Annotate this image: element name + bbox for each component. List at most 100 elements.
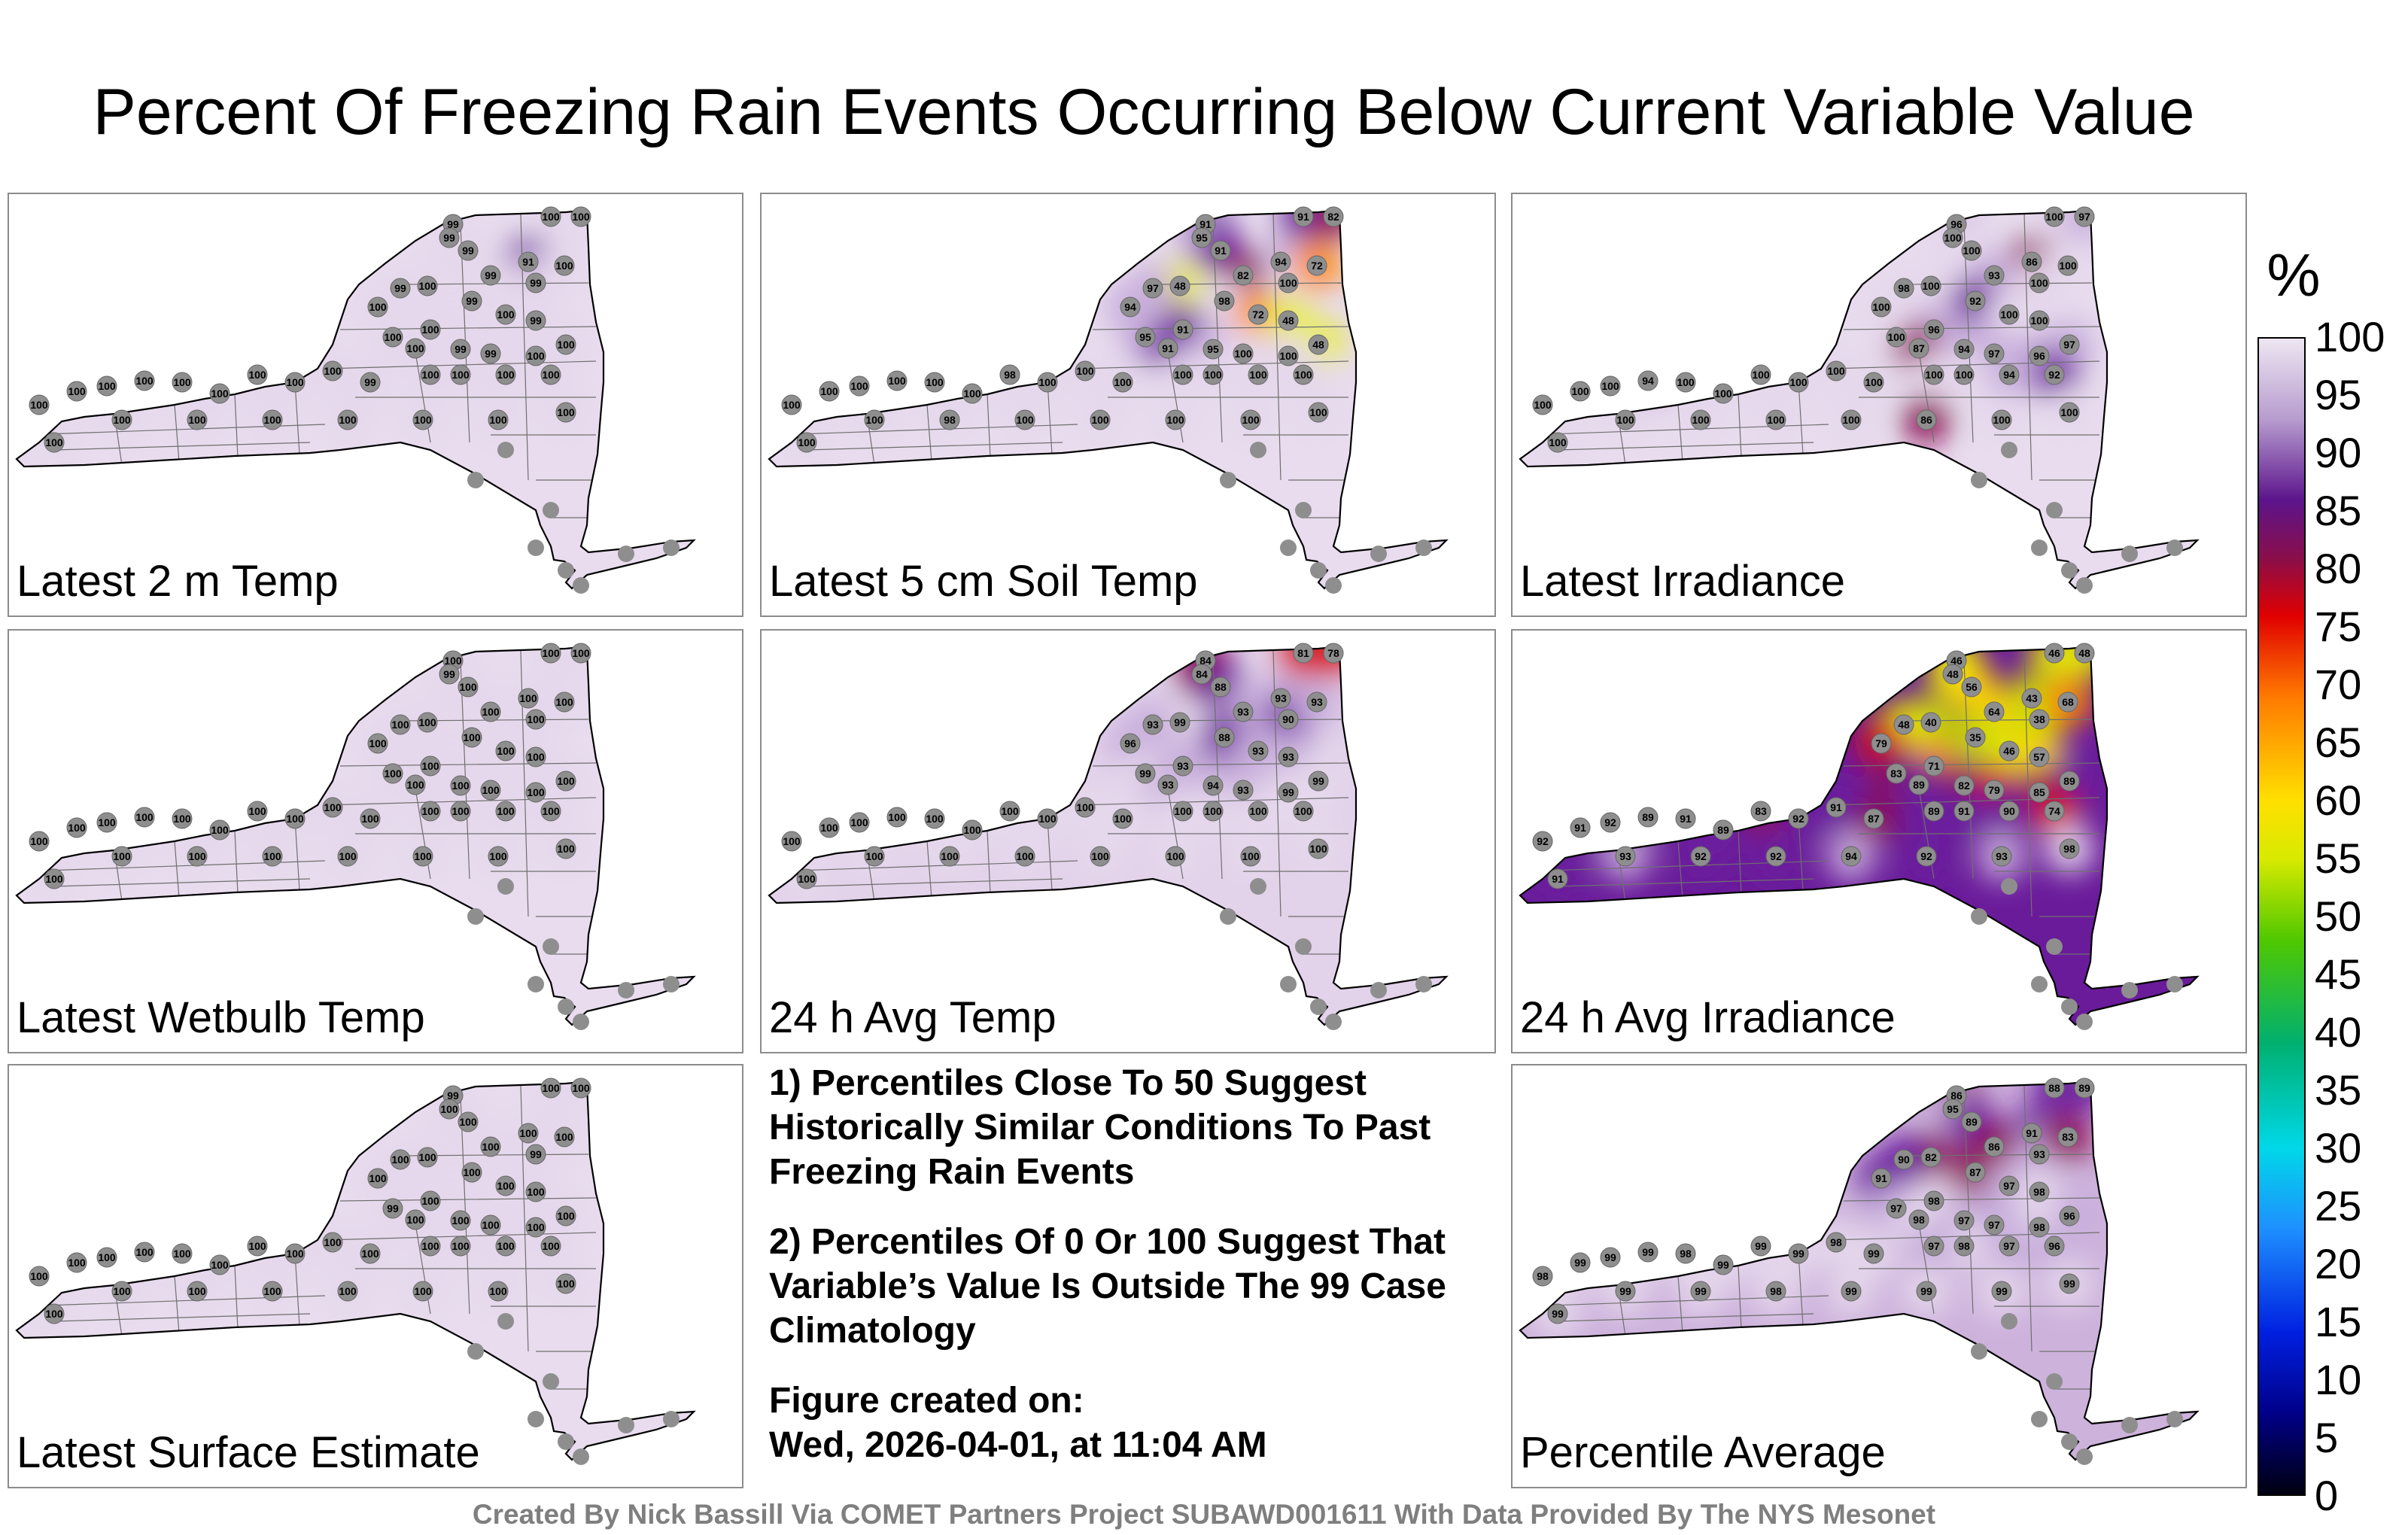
- station-value: 100: [361, 1248, 379, 1260]
- station-marker: 100: [66, 817, 87, 838]
- station-marker: 93: [2029, 1144, 2050, 1165]
- station-value: 100: [489, 1285, 507, 1297]
- station-value: 98: [1004, 369, 1016, 381]
- station-value: 100: [286, 376, 304, 388]
- station-marker: 100: [1765, 409, 1786, 430]
- colorbar-tick-label: 95: [2315, 371, 2362, 418]
- station-value: 86: [1950, 1090, 1963, 1102]
- station-value: 99: [485, 269, 497, 281]
- station-marker: 100: [1248, 801, 1269, 822]
- station-marker-dot: [618, 1417, 634, 1433]
- station-marker: 100: [1863, 372, 1884, 393]
- station-value: 95: [1196, 232, 1208, 244]
- station-marker-dot: [497, 878, 514, 895]
- station-value: 100: [572, 1082, 590, 1094]
- station-marker: 100: [1112, 372, 1133, 393]
- station-marker: 100: [461, 1162, 482, 1183]
- station-value: 97: [2063, 339, 2075, 351]
- station-marker-dot: [2076, 577, 2093, 594]
- station-marker: 100: [412, 846, 433, 867]
- station-marker-dot: [2046, 1373, 2063, 1390]
- station-marker: 100: [480, 1214, 501, 1236]
- station-value: 100: [1076, 365, 1094, 377]
- station-marker-dot: [1310, 562, 1327, 579]
- station-marker: 91: [1675, 808, 1696, 829]
- station-marker: 100: [284, 1243, 306, 1264]
- station-value: 100: [45, 1308, 63, 1320]
- station-marker: 100: [284, 808, 306, 829]
- colorbar-tick-label: 85: [2315, 487, 2362, 534]
- station-value: 99: [443, 668, 455, 680]
- station-marker: 57: [2029, 746, 2050, 768]
- station-value: 100: [463, 731, 481, 743]
- colorbar-tick-label: 75: [2315, 603, 2362, 650]
- station-marker: 100: [172, 372, 193, 393]
- station-value: 72: [1252, 309, 1264, 321]
- station-value: 97: [1147, 282, 1159, 294]
- station-value: 90: [1898, 1154, 1910, 1166]
- station-marker: 100: [1615, 409, 1636, 430]
- station-marker: 93: [1157, 774, 1178, 795]
- station-value: 95: [1947, 1103, 1959, 1115]
- station-value: 46: [2003, 745, 2015, 757]
- station-marker-dot: [558, 1433, 574, 1450]
- station-value: 100: [1925, 369, 1943, 381]
- station-marker-dot: [1280, 540, 1297, 556]
- station-marker: 100: [1075, 360, 1096, 381]
- station-value: 93: [1988, 269, 2000, 281]
- station-marker: 82: [1323, 206, 1344, 227]
- station-value: 100: [1242, 850, 1260, 862]
- station-marker: 84: [1191, 664, 1212, 685]
- station-marker: 92: [1690, 846, 1711, 867]
- station-value: 99: [1574, 1257, 1586, 1269]
- station-marker-dot: [528, 1411, 544, 1427]
- station-marker: 92: [1532, 831, 1553, 852]
- station-marker: 88: [1210, 676, 1231, 698]
- map-panel-surface-estimate: 100 100 99 100 100 100 100 99 100 100 100 100 100 100…: [8, 1064, 743, 1488]
- station-marker: 100: [390, 1149, 411, 1170]
- station-marker: 97: [2059, 334, 2080, 355]
- station-value: 43: [2026, 692, 2038, 704]
- station-marker: 99: [480, 343, 501, 364]
- station-marker: 99: [1788, 1243, 1809, 1264]
- station-value: 46: [1950, 655, 1963, 667]
- figure-created-label: Figure created on:: [769, 1381, 1084, 1421]
- station-marker: 100: [450, 775, 471, 796]
- station-value: 100: [30, 835, 48, 847]
- station-marker: 100: [450, 1236, 471, 1257]
- station-marker: 100: [999, 801, 1020, 822]
- station-value: 100: [1872, 301, 1890, 313]
- station-value: 98: [1830, 1236, 1842, 1248]
- station-value: 95: [1207, 343, 1219, 355]
- station-marker: 91: [1172, 319, 1193, 340]
- station-value: 98: [1928, 1195, 1940, 1207]
- station-value: 98: [2063, 843, 2075, 855]
- station-marker-dot: [528, 540, 544, 556]
- map-panel-soil-temp: 91 82 91 95 91 94 82 100 72 48 97 94 98 72 48 48 91 95 91 9…: [760, 193, 1496, 617]
- station-value: 100: [369, 301, 387, 313]
- station-value: 99: [485, 348, 497, 360]
- station-marker: 100: [480, 1136, 501, 1157]
- station-marker: 100: [1999, 304, 2020, 325]
- station-marker: 100: [1826, 360, 1847, 381]
- station-marker: 100: [480, 701, 501, 722]
- station-value: 100: [248, 1240, 266, 1252]
- station-marker: 100: [495, 1236, 516, 1257]
- station-value: 98: [1958, 1240, 1970, 1252]
- station-value: 97: [1988, 348, 2000, 360]
- station-value: 100: [542, 211, 560, 223]
- panel-label: Latest 5 cm Soil Temp: [769, 557, 1198, 606]
- station-value: 100: [783, 835, 801, 847]
- station-marker-dot: [1415, 976, 1432, 992]
- station-marker: 99: [1169, 712, 1190, 733]
- station-value: 99: [364, 376, 376, 388]
- station-marker-dot: [2046, 938, 2063, 955]
- station-value: 93: [1162, 779, 1174, 791]
- station-value: 92: [1537, 835, 1549, 847]
- panel-label: Latest Wetbulb Temp: [17, 993, 425, 1042]
- station-marker-dot: [543, 1373, 559, 1390]
- colorbar-tick-label: 10: [2315, 1356, 2362, 1403]
- station-value: 99: [530, 315, 542, 327]
- station-marker-dot: [558, 999, 574, 1015]
- station-value: 100: [1016, 414, 1034, 426]
